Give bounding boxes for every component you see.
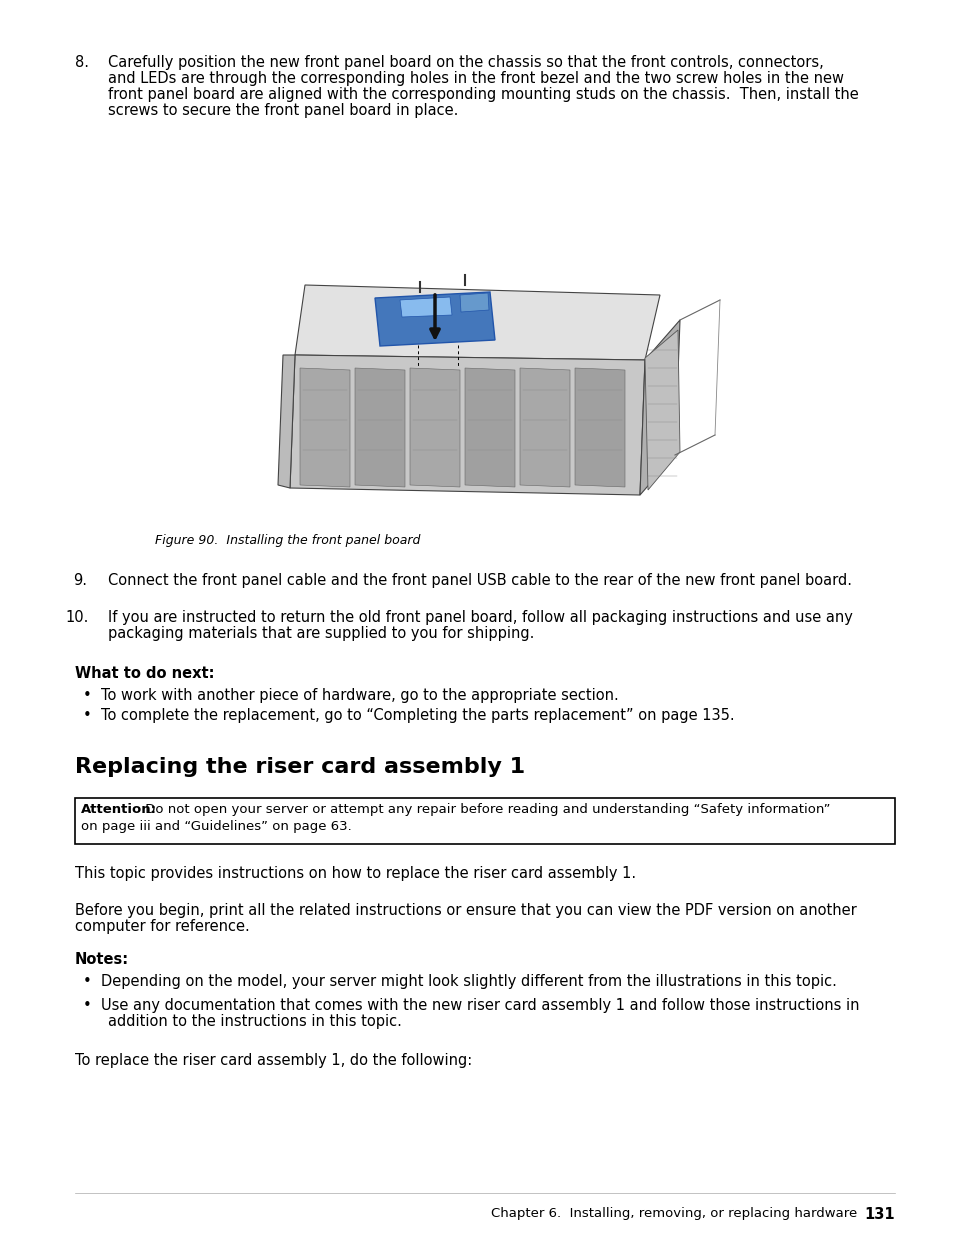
Text: addition to the instructions in this topic.: addition to the instructions in this top… [108,1014,401,1029]
Polygon shape [399,296,452,317]
Text: 131: 131 [863,1207,894,1221]
Text: 9.: 9. [73,573,87,588]
Text: What to do next:: What to do next: [75,666,214,680]
Text: Carefully position the new front panel board on the chassis so that the front co: Carefully position the new front panel b… [108,56,822,70]
Text: screws to secure the front panel board in place.: screws to secure the front panel board i… [108,103,457,119]
Polygon shape [294,285,659,359]
Text: and LEDs are through the corresponding holes in the front bezel and the two scre: and LEDs are through the corresponding h… [108,70,843,86]
Text: computer for reference.: computer for reference. [75,919,250,934]
Text: 8.: 8. [75,56,89,70]
Text: Connect the front panel cable and the front panel USB cable to the rear of the n: Connect the front panel cable and the fr… [108,573,851,588]
Text: front panel board are aligned with the corresponding mounting studs on the chass: front panel board are aligned with the c… [108,86,858,103]
Text: Before you begin, print all the related instructions or ensure that you can view: Before you begin, print all the related … [75,903,856,918]
Text: •  Use any documentation that comes with the new riser card assembly 1 and follo: • Use any documentation that comes with … [83,998,859,1013]
Text: If you are instructed to return the old front panel board, follow all packaging : If you are instructed to return the old … [108,610,852,625]
Text: •  To complete the replacement, go to “Completing the parts replacement” on page: • To complete the replacement, go to “Co… [83,708,734,722]
Text: •  To work with another piece of hardware, go to the appropriate section.: • To work with another piece of hardware… [83,688,618,703]
Polygon shape [519,368,569,487]
Text: Notes:: Notes: [75,952,129,967]
Polygon shape [575,368,624,487]
Polygon shape [277,354,294,488]
Polygon shape [299,368,350,487]
Text: This topic provides instructions on how to replace the riser card assembly 1.: This topic provides instructions on how … [75,866,636,881]
Text: •  Depending on the model, your server might look slightly different from the il: • Depending on the model, your server mi… [83,974,836,989]
Polygon shape [355,368,405,487]
Text: Figure 90.  Installing the front panel board: Figure 90. Installing the front panel bo… [154,534,420,547]
FancyBboxPatch shape [75,798,894,844]
Text: 10.: 10. [65,610,89,625]
Text: Replacing the riser card assembly 1: Replacing the riser card assembly 1 [75,757,524,777]
Text: Chapter 6.  Installing, removing, or replacing hardware: Chapter 6. Installing, removing, or repl… [490,1207,856,1220]
Polygon shape [459,293,489,312]
Polygon shape [464,368,515,487]
Polygon shape [290,354,644,495]
Text: To replace the riser card assembly 1, do the following:: To replace the riser card assembly 1, do… [75,1053,472,1068]
Text: Attention:: Attention: [81,803,157,816]
Polygon shape [644,330,679,490]
Polygon shape [639,320,679,495]
Text: packaging materials that are supplied to you for shipping.: packaging materials that are supplied to… [108,626,534,641]
Polygon shape [375,291,495,346]
Text: on page iii and “Guidelines” on page 63.: on page iii and “Guidelines” on page 63. [81,820,352,832]
Text: Do not open your server or attempt any repair before reading and understanding “: Do not open your server or attempt any r… [141,803,830,816]
Polygon shape [410,368,459,487]
